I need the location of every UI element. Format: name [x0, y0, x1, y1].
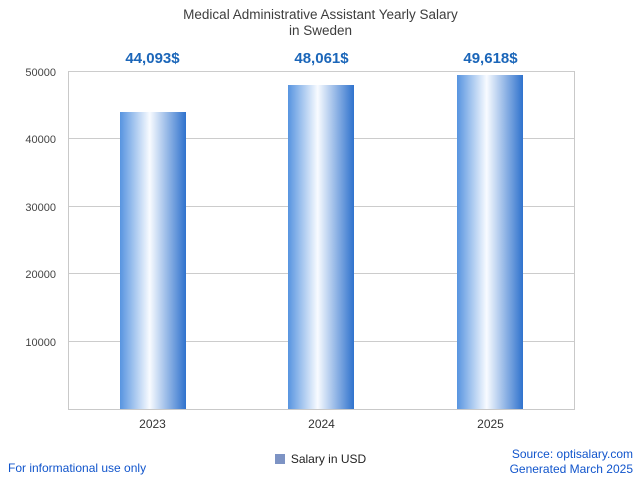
bars-container — [69, 72, 574, 409]
x-tick-label-2025: 2025 — [477, 417, 504, 431]
value-label-2024: 48,061$ — [294, 50, 349, 67]
chart-title: Medical Administrative Assistant Yearly … — [0, 7, 641, 39]
x-axis-labels: 2023 2024 2025 — [68, 417, 575, 431]
bar-2025[interactable] — [456, 74, 523, 409]
bar-column-2024 — [237, 72, 405, 409]
y-tick-label-40000: 40000 — [25, 134, 56, 147]
plot-area — [68, 71, 575, 410]
disclaimer-text: For informational use only — [8, 461, 147, 475]
gridline-50000 — [69, 71, 574, 72]
x-tick-label-2024: 2024 — [308, 417, 335, 431]
chart-title-line1: Medical Administrative Assistant Yearly … — [183, 7, 458, 22]
value-label-2025: 49,618$ — [463, 50, 518, 67]
x-tick-label-2023: 2023 — [139, 417, 166, 431]
bar-2023[interactable] — [120, 111, 187, 409]
bar-column-2025 — [406, 72, 574, 409]
source-block: Source: optisalary.com Generated March 2… — [510, 447, 633, 477]
chart-title-line2: in Sweden — [288, 23, 353, 38]
legend-label: Salary in USD — [290, 452, 367, 466]
legend: Salary in USD — [0, 452, 641, 466]
bar-2024[interactable] — [288, 85, 355, 409]
value-label-2023: 44,093$ — [125, 50, 180, 67]
value-labels-row: 44,093$ 48,061$ 49,618$ — [68, 50, 575, 70]
y-tick-label-20000: 20000 — [25, 269, 56, 282]
source-link[interactable]: Source: optisalary.com — [511, 447, 633, 461]
y-tick-label-30000: 30000 — [25, 201, 56, 214]
y-tick-label-50000: 50000 — [25, 67, 56, 79]
y-tick-label-10000: 10000 — [25, 336, 56, 349]
legend-swatch — [274, 454, 285, 464]
generated-date: Generated March 2025 — [509, 462, 633, 476]
y-axis-labels: 10000 20000 30000 40000 50000 — [0, 67, 62, 410]
bar-column-2023 — [69, 72, 237, 409]
